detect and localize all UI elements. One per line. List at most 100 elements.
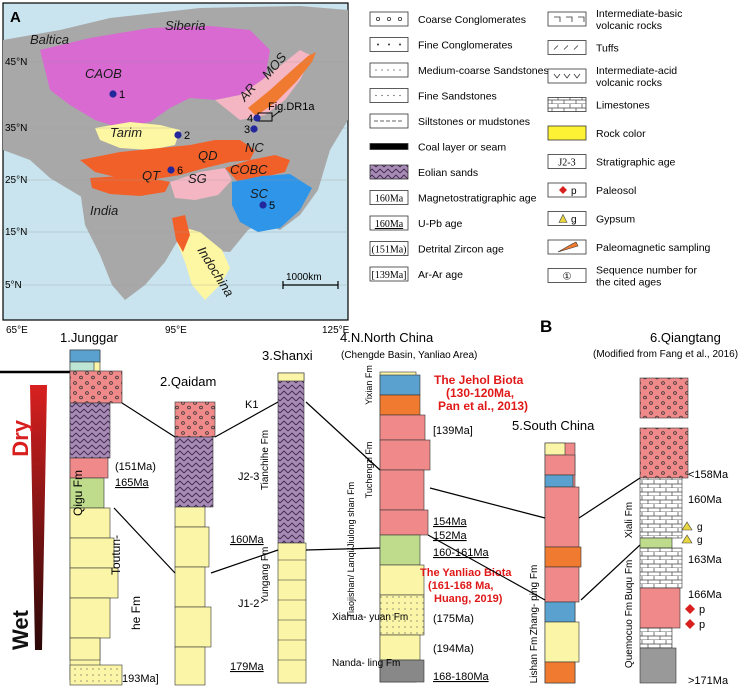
svg-text:Zhang- ping Fm: Zhang- ping Fm [529,565,540,636]
svg-text:165Ma: 165Ma [115,477,150,489]
region-sc [232,174,312,232]
legend: Coarse Conglomerates Fine Conglomerates Me… [369,8,711,289]
legend-item: Eolian sands [369,164,478,180]
legend-label: Ar-Ar age [418,269,463,281]
svg-text:125°E: 125°E [322,325,350,336]
site-2 [174,131,182,139]
svg-text:[139Ma]: [139Ma] [372,270,407,281]
legend-item: Coal layer or seam [369,142,506,154]
svg-text:p: p [699,604,705,616]
legend-label: Eolian sands [418,167,478,179]
belt-indochina [172,215,190,252]
svg-text:35°N: 35°N [5,123,27,134]
svg-text:Tuchengzi Fm: Tuchengzi Fm [364,442,374,499]
svg-text:Toutun-: Toutun- [109,535,123,575]
legend-item: 160Ma Magnetostratigraphic age [369,190,537,205]
svg-text:>171Ma: >171Ma [688,675,729,687]
label-cobc: COBC [230,162,268,177]
svg-text:①: ① [563,272,572,283]
svg-text:J2-3: J2-3 [238,471,259,483]
legend-item: g Gypsum [547,211,635,226]
legend-label: Limestones [596,100,650,112]
dry-label: Dry [8,419,33,456]
label-tarim: Tarim [110,125,142,140]
svg-text:Quemocuo Fm: Quemocuo Fm [624,602,635,668]
panel-b-label: B [540,317,552,336]
legend-label: Paleomagnetic sampling [596,242,711,254]
svg-text:J1-2: J1-2 [238,598,259,610]
site-3-label: 3 [244,124,250,136]
svg-text:(130-120Ma,: (130-120Ma, [446,386,514,400]
legend-item: Tuffs [547,40,619,55]
column-qaidam: 2.Qaidam [160,374,216,686]
label-sc: SC [250,186,269,201]
svg-text:(Modified from Fang et al., 20: (Modified from Fang et al., 2016) [593,349,738,360]
svg-text:p: p [571,186,577,197]
svg-text:Lishan Fm: Lishan Fm [529,637,540,684]
legend-label: Rock color [596,128,646,140]
legend-label: Coarse Conglomerates [418,14,526,26]
label-nc: NC [245,140,264,155]
belt-qd [80,140,255,180]
svg-text:g: g [697,535,703,546]
legend-item: (151Ma) Detrital Zircon age [369,241,504,256]
svg-text:(151Ma): (151Ma) [372,245,407,256]
label-qt: QT [142,168,161,183]
legend-item: Medium-coarse Sandstones [369,62,549,78]
svg-text:(175Ma): (175Ma) [433,613,474,625]
site-1-label: 1 [119,89,125,101]
panel-a-label: A [10,9,21,26]
legend-item: 160Ma U-Pb age [369,215,463,231]
svg-text:5°N: 5°N [5,280,22,291]
legend-item: Intermediate-acid volcanic rocks [547,65,677,89]
svg-text:65°E: 65°E [6,325,28,336]
svg-text:154Ma: 154Ma [433,516,468,528]
svg-text:Xiali Fm: Xiali Fm [624,502,635,538]
svg-text:160Ma: 160Ma [375,219,404,230]
svg-text:2.Qaidam: 2.Qaidam [160,374,216,389]
label-qd: QD [198,148,218,163]
legend-item: Coarse Conglomerates [369,11,526,27]
svg-text:168-180Ma: 168-180Ma [433,671,490,683]
site-1 [109,90,117,98]
legend-item: Fine Conglomerates [369,37,513,52]
legend-label: Magnetostratigraphic age [418,193,537,205]
region-caob [40,26,270,128]
svg-text:Tianchihe Fm: Tianchihe Fm [260,430,271,490]
svg-text:The Yanliao Biota: The Yanliao Biota [420,567,512,579]
site-4-label: 4 [247,113,253,125]
legend-label: Intermediate-acid volcanic rocks [596,65,677,89]
legend-label: Medium-coarse Sandstones [418,65,549,77]
svg-text:3.Shanxi: 3.Shanxi [262,348,313,363]
site-6-label: 6 [177,165,183,177]
legend-item: J2-3 Stratigraphic age [547,154,676,169]
legend-item: Intermediate-basic volcanic rocks [547,8,682,32]
svg-text:193Ma]: 193Ma] [122,673,159,685]
legend-label: Sequence number for the cited ages [596,265,697,289]
svg-text:160Ma: 160Ma [230,534,265,546]
svg-text:160Ma: 160Ma [375,194,404,205]
svg-text:J2-3: J2-3 [558,158,575,169]
region-sg [170,168,232,200]
panel-b-columns: B Dry Wet 1.Junggar Qigu Fm Toutun- he F… [0,317,738,687]
legend-label: Intermediate-basic volcanic rocks [596,8,682,32]
region-qt [90,176,170,196]
svg-text:Qigu Fm: Qigu Fm [71,470,85,516]
svg-text:g: g [571,215,577,226]
panel-a-map: A Siberia Baltica CAOB AR MOS Tarim QD N… [2,2,349,321]
svg-text:K1: K1 [245,399,258,411]
svg-text:Nanda- ling Fm: Nanda- ling Fm [332,658,400,669]
legend-label: Stratigraphic age [596,157,676,169]
legend-label: Gypsum [596,214,635,226]
svg-text:p: p [699,619,705,631]
legend-item: ① Sequence number for the cited ages [547,265,697,289]
column-qiangtang: 6.Qiangtang (Modified from Fang et al., … [593,330,738,687]
belt-mos [248,52,316,116]
svg-text:5.South China: 5.South China [512,418,595,433]
svg-text:160Ma: 160Ma [688,494,723,506]
legend-item: Siltstones or mudstones [369,113,530,129]
legend-label: U-Pb age [418,218,463,230]
legend-label: Tuffs [596,43,619,55]
site-3 [250,125,258,133]
legend-item: Paleomagnetic sampling [547,239,711,255]
